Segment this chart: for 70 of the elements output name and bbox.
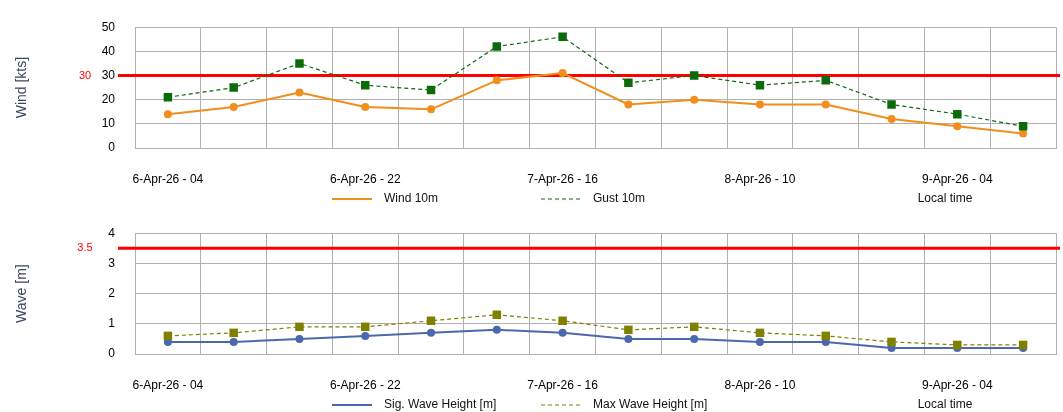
x-tick-label: 7-Apr-26 - 16 — [527, 377, 599, 392]
point — [624, 325, 633, 335]
y-tick-label: 2 — [108, 285, 116, 300]
point — [887, 337, 896, 347]
point — [427, 105, 436, 114]
x-tick-label: 9-Apr-26 - 04 — [921, 377, 993, 392]
point — [1019, 129, 1028, 138]
point — [624, 334, 633, 343]
point — [229, 83, 238, 92]
point — [295, 322, 304, 332]
point — [689, 71, 699, 80]
y-axis-title: Wave [m] — [13, 264, 30, 323]
y-tick-label: 3 — [108, 255, 116, 270]
y-tick-label: 50 — [101, 19, 116, 34]
point — [558, 316, 567, 326]
point — [953, 109, 962, 119]
point — [558, 32, 567, 42]
y-tick-label: 30 — [101, 67, 116, 82]
point — [229, 102, 238, 111]
x-tick-label: 6-Apr-26 - 22 — [329, 171, 401, 186]
legend-label: Sig. Wave Height [m] — [384, 397, 497, 412]
y-tick-label: 0 — [108, 346, 116, 361]
point — [492, 310, 502, 319]
legend-label: Wind 10m — [384, 191, 439, 206]
x-axis-title: Local time — [917, 191, 973, 206]
y-tick-label: 10 — [101, 116, 116, 131]
x-axis-title: Local time — [917, 397, 973, 412]
point — [361, 331, 370, 340]
x-tick-label: 9-Apr-26 - 04 — [921, 171, 993, 186]
y-tick-label: 40 — [101, 43, 116, 58]
point — [755, 100, 764, 109]
point — [229, 328, 238, 338]
point — [229, 337, 238, 346]
point — [295, 88, 304, 97]
legend-label: Gust 10m — [593, 191, 646, 206]
point — [163, 93, 173, 102]
point — [821, 76, 830, 85]
point — [492, 42, 502, 51]
point — [821, 100, 830, 109]
point — [427, 328, 436, 337]
x-tick-label: 8-Apr-26 - 10 — [724, 377, 796, 392]
point — [361, 102, 370, 111]
y-tick-label: 20 — [101, 91, 116, 106]
point — [887, 100, 896, 109]
x-tick-label: 6-Apr-26 - 04 — [132, 171, 204, 186]
legend-label: Max Wave Height [m] — [593, 397, 708, 412]
ref-line-label: 30 — [78, 68, 92, 81]
point — [624, 78, 633, 88]
point — [163, 110, 172, 119]
point — [295, 334, 304, 343]
x-tick-label: 6-Apr-26 - 04 — [132, 377, 204, 392]
ref-line-label: 3.5 — [77, 241, 93, 254]
y-tick-label: 4 — [108, 225, 116, 240]
point — [492, 325, 501, 334]
point — [295, 59, 304, 68]
point — [953, 122, 962, 131]
y-tick-label: 1 — [108, 316, 116, 331]
point — [624, 100, 633, 109]
x-tick-label: 7-Apr-26 - 16 — [527, 171, 599, 186]
point — [690, 95, 699, 104]
point — [755, 337, 764, 346]
x-tick-label: 8-Apr-26 - 10 — [724, 171, 796, 186]
x-tick-label: 6-Apr-26 - 22 — [329, 377, 401, 392]
y-tick-label: 0 — [108, 140, 116, 155]
point — [887, 115, 896, 124]
point — [492, 76, 501, 85]
point — [558, 69, 567, 78]
y-axis-title: Wind [kts] — [13, 56, 30, 119]
point — [558, 328, 567, 337]
point — [690, 334, 699, 343]
